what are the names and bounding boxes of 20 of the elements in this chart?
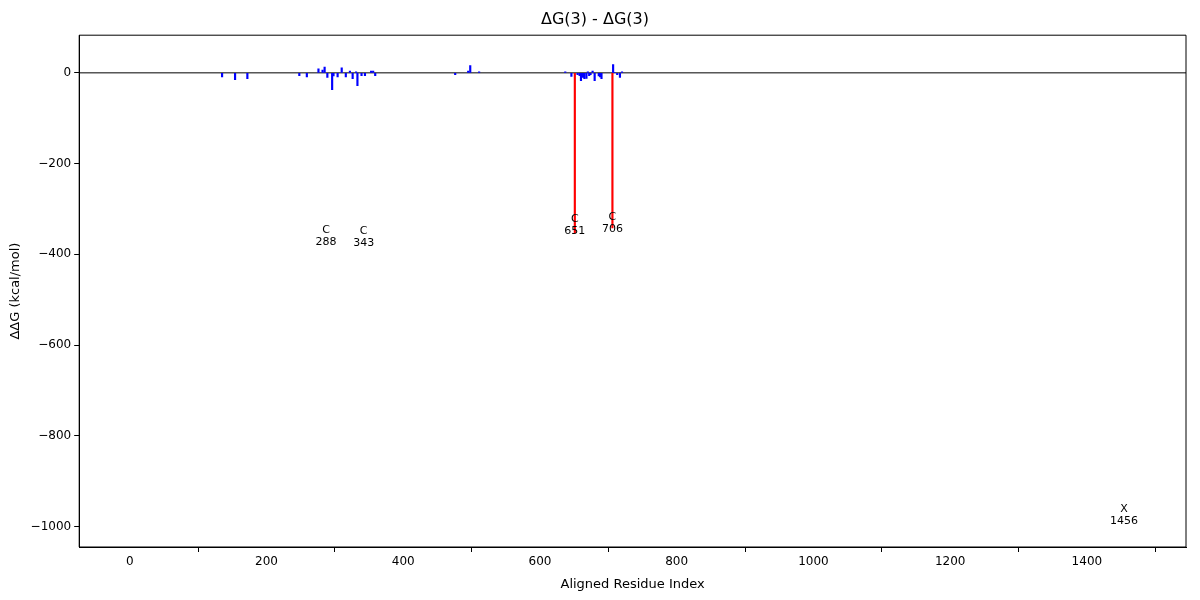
y-axis-title: ΔΔG (kcal/mol) — [7, 242, 23, 340]
x-tick-label: 200 — [255, 554, 278, 569]
chart-title: ΔG(3) - ΔG(3) — [541, 8, 649, 28]
y-tick-label: −600 — [38, 337, 72, 352]
x-tick-label: 1400 — [1071, 554, 1103, 569]
y-tick-label: 0 — [63, 64, 72, 79]
x-tick-label: 400 — [391, 554, 415, 569]
x-axis-title: Aligned Residue Index — [560, 575, 706, 591]
y-tick-label: −800 — [38, 427, 72, 442]
x-tick-label: 800 — [665, 554, 689, 569]
x-tick-label: 1200 — [934, 554, 966, 569]
annotation: X 1456 — [1110, 502, 1139, 528]
y-tick-label: −200 — [38, 155, 72, 170]
x-tick-label: 600 — [528, 554, 552, 569]
x-tick-label: 0 — [125, 554, 134, 569]
annotation: C 343 — [353, 224, 375, 250]
y-tick-label: −1000 — [30, 518, 72, 533]
y-tick-label: −400 — [38, 246, 72, 261]
x-tick-label: 1000 — [798, 554, 829, 569]
annotation: C 288 — [315, 223, 337, 249]
